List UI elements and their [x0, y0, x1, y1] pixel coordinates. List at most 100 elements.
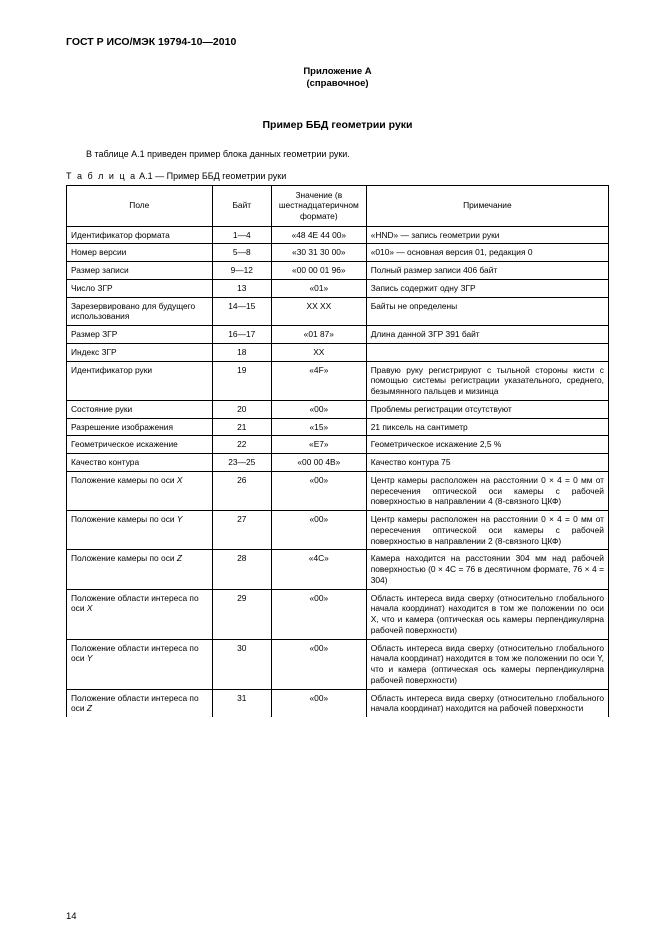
- cell-hex: «01 87»: [271, 326, 366, 344]
- cell-byte: 27: [212, 511, 271, 550]
- th-note: Примечание: [366, 185, 608, 226]
- cell-field: Положение камеры по оси Z: [67, 550, 213, 589]
- cell-field: Качество контура: [67, 454, 213, 472]
- cell-byte: 26: [212, 471, 271, 510]
- table-row: Качество контура23—25«00 00 4B»Качество …: [67, 454, 609, 472]
- annex-subtitle: (справочное): [66, 78, 609, 90]
- cell-field: Положение области интереса по оси Y: [67, 639, 213, 689]
- cell-byte: 18: [212, 343, 271, 361]
- cell-byte: 22: [212, 436, 271, 454]
- cell-hex: «00 00 01 96»: [271, 262, 366, 280]
- cell-note: Качество контура 75: [366, 454, 608, 472]
- cell-hex: XX: [271, 343, 366, 361]
- annex-heading: Приложение А (справочное): [66, 66, 609, 91]
- cell-hex: «00»: [271, 689, 366, 717]
- table-row: Номер версии5—8«30 31 30 00»«010» — осно…: [67, 244, 609, 262]
- cell-hex: «00»: [271, 589, 366, 639]
- cell-hex: «30 31 30 00»: [271, 244, 366, 262]
- cell-note: Байты не определены: [366, 297, 608, 326]
- table-row: Положение области интереса по оси Z31«00…: [67, 689, 609, 717]
- cell-byte: 29: [212, 589, 271, 639]
- cell-hex: XX XX: [271, 297, 366, 326]
- table-row: Разрешение изображения21«15»21 пиксель н…: [67, 418, 609, 436]
- cell-hex: «48 4E 44 00»: [271, 226, 366, 244]
- cell-byte: 19: [212, 361, 271, 400]
- table-row: Индекс ЗГР18XX: [67, 343, 609, 361]
- cell-field: Зарезервировано для будущего использован…: [67, 297, 213, 326]
- table-row: Идентификатор руки19«4F»Правую руку реги…: [67, 361, 609, 400]
- cell-field: Число ЗГР: [67, 279, 213, 297]
- cell-note: «HND» — запись геометрии руки: [366, 226, 608, 244]
- cell-note: Область интереса вида сверху (относитель…: [366, 589, 608, 639]
- cell-field: Состояние руки: [67, 400, 213, 418]
- cell-byte: 16—17: [212, 326, 271, 344]
- table-row: Состояние руки20«00»Проблемы регистрации…: [67, 400, 609, 418]
- cell-field: Положение камеры по оси X: [67, 471, 213, 510]
- table-row: Размер записи9—12«00 00 01 96»Полный раз…: [67, 262, 609, 280]
- table-caption-rest: А.1 — Пример ББД геометрии руки: [137, 171, 287, 181]
- cell-byte: 21: [212, 418, 271, 436]
- cell-note: 21 пиксель на сантиметр: [366, 418, 608, 436]
- cell-field: Положение области интереса по оси Z: [67, 689, 213, 717]
- cell-byte: 20: [212, 400, 271, 418]
- cell-byte: 1—4: [212, 226, 271, 244]
- cell-note: Длина данной ЗГР 391 байт: [366, 326, 608, 344]
- cell-byte: 30: [212, 639, 271, 689]
- annex-title: Приложение А: [66, 66, 609, 78]
- cell-field: Идентификатор формата: [67, 226, 213, 244]
- table-row: Число ЗГР13«01»Запись содержит одну ЗГР: [67, 279, 609, 297]
- th-field: Поле: [67, 185, 213, 226]
- cell-note: Запись содержит одну ЗГР: [366, 279, 608, 297]
- cell-note: Геометрическое искажение 2,5 %: [366, 436, 608, 454]
- page-number: 14: [66, 911, 77, 922]
- table-row: Геометрическое искажение22«E7»Геометриче…: [67, 436, 609, 454]
- cell-hex: «4C»: [271, 550, 366, 589]
- table-row: Идентификатор формата1—4«48 4E 44 00»«HN…: [67, 226, 609, 244]
- cell-field: Разрешение изображения: [67, 418, 213, 436]
- cell-hex: «00»: [271, 471, 366, 510]
- cell-hex: «15»: [271, 418, 366, 436]
- cell-byte: 23—25: [212, 454, 271, 472]
- cell-note: [366, 343, 608, 361]
- cell-hex: «01»: [271, 279, 366, 297]
- table-row: Зарезервировано для будущего использован…: [67, 297, 609, 326]
- table-row: Положение камеры по оси Y27«00»Центр кам…: [67, 511, 609, 550]
- cell-note: Центр камеры расположен на расстоянии 0 …: [366, 511, 608, 550]
- cell-note: Камера находится на расстоянии 304 мм на…: [366, 550, 608, 589]
- cell-note: «010» — основная версия 01, редакция 0: [366, 244, 608, 262]
- doc-id: ГОСТ Р ИСО/МЭК 19794-10—2010: [66, 36, 609, 48]
- cell-field: Геометрическое искажение: [67, 436, 213, 454]
- cell-byte: 14—15: [212, 297, 271, 326]
- cell-hex: «4F»: [271, 361, 366, 400]
- cell-byte: 5—8: [212, 244, 271, 262]
- cell-field: Номер версии: [67, 244, 213, 262]
- cell-hex: «00»: [271, 511, 366, 550]
- table-row: Размер ЗГР16—17«01 87»Длина данной ЗГР 3…: [67, 326, 609, 344]
- table-caption-word: Т а б л и ц а: [66, 171, 137, 181]
- cell-hex: «00 00 4B»: [271, 454, 366, 472]
- cell-field: Индекс ЗГР: [67, 343, 213, 361]
- cell-note: Проблемы регистрации отсутствуют: [366, 400, 608, 418]
- table-row: Положение области интереса по оси Y30«00…: [67, 639, 609, 689]
- cell-byte: 13: [212, 279, 271, 297]
- th-hex: Значение (в шестнадцатеричном формате): [271, 185, 366, 226]
- cell-note: Область интереса вида сверху (относитель…: [366, 639, 608, 689]
- main-title: Пример ББД геометрии руки: [66, 119, 609, 131]
- cell-field: Положение области интереса по оси X: [67, 589, 213, 639]
- cell-byte: 9—12: [212, 262, 271, 280]
- cell-field: Размер ЗГР: [67, 326, 213, 344]
- data-table: Поле Байт Значение (в шестнадцатеричном …: [66, 185, 609, 718]
- cell-note: Полный размер записи 406 байт: [366, 262, 608, 280]
- cell-hex: «E7»: [271, 436, 366, 454]
- cell-note: Правую руку регистрируют с тыльной сторо…: [366, 361, 608, 400]
- cell-field: Положение камеры по оси Y: [67, 511, 213, 550]
- cell-field: Идентификатор руки: [67, 361, 213, 400]
- cell-byte: 28: [212, 550, 271, 589]
- cell-hex: «00»: [271, 639, 366, 689]
- cell-note: Центр камеры расположен на расстоянии 0 …: [366, 471, 608, 510]
- intro-text: В таблице А.1 приведен пример блока данн…: [66, 149, 609, 159]
- cell-byte: 31: [212, 689, 271, 717]
- table-row: Положение камеры по оси Z28«4C»Камера на…: [67, 550, 609, 589]
- table-row: Положение камеры по оси X26«00»Центр кам…: [67, 471, 609, 510]
- table-caption: Т а б л и ц а А.1 — Пример ББД геометрии…: [66, 171, 609, 181]
